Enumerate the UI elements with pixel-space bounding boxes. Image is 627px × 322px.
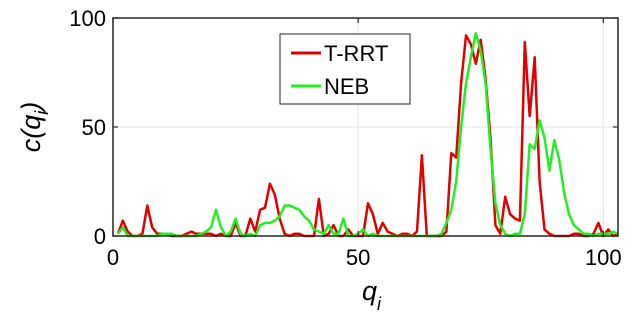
y-tick-label: 0	[94, 224, 106, 249]
y-axis-label-sub: i	[32, 110, 52, 115]
x-tick-label: 50	[346, 245, 370, 270]
x-tick-label: 100	[585, 245, 622, 270]
svg-text:qi: qi	[362, 276, 382, 314]
legend-label-trrt: T-RRT	[324, 41, 388, 66]
legend-box	[279, 33, 411, 105]
x-axis-label-base: q	[362, 276, 377, 306]
axis-ticks: 0 50 100 0 50 100	[69, 6, 621, 270]
y-axis-label-suffix: )	[16, 102, 46, 114]
x-axis-label: qi	[362, 276, 382, 314]
y-tick-label: 50	[82, 115, 106, 140]
y-tick-label: 100	[69, 6, 106, 31]
y-axis-label: c(qi)	[16, 102, 52, 153]
x-axis-label-sub: i	[377, 294, 382, 314]
legend-label-neb: NEB	[324, 74, 369, 99]
svg-text:c(qi): c(qi)	[16, 102, 52, 153]
x-tick-label: 0	[107, 245, 119, 270]
y-axis-label-prefix: c(q	[16, 115, 46, 153]
legend: T-RRT NEB	[279, 33, 411, 105]
